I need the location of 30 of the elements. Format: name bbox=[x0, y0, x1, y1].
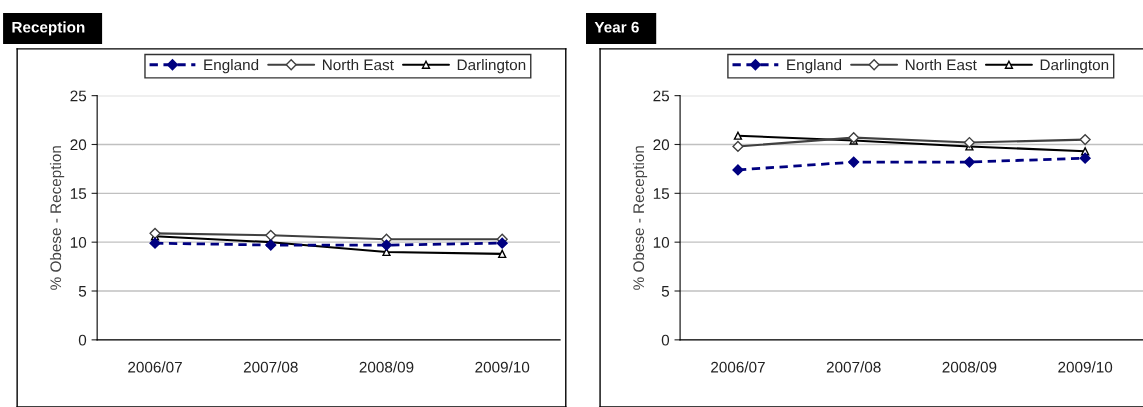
legend-label: England bbox=[787, 59, 842, 74]
x-tick-label: 2007/08 bbox=[243, 361, 298, 373]
legend-label: England bbox=[204, 59, 259, 74]
legend-label: Darlington bbox=[457, 59, 526, 74]
x-tick-label: 2009/10 bbox=[475, 361, 530, 373]
chart-title: Year 6 bbox=[594, 21, 639, 33]
legend-label: Darlington bbox=[1040, 59, 1109, 74]
y-tick-label: 10 bbox=[70, 237, 87, 248]
x-tick-label: 2006/07 bbox=[711, 361, 765, 373]
legend-label: North East bbox=[905, 59, 977, 71]
y-tick-label: 0 bbox=[78, 334, 87, 346]
chart-title: Reception bbox=[12, 21, 85, 36]
legend-label: North East bbox=[322, 59, 394, 71]
y-tick-label: 15 bbox=[70, 188, 87, 200]
x-tick-label: 2008/09 bbox=[942, 361, 997, 373]
x-tick-label: 2008/09 bbox=[359, 361, 414, 373]
y-tick-label: 25 bbox=[653, 90, 670, 102]
y-tick-label: 25 bbox=[70, 90, 87, 102]
x-tick-label: 2009/10 bbox=[1058, 361, 1113, 373]
y-tick-label: 10 bbox=[653, 237, 670, 248]
y-tick-label: 20 bbox=[70, 139, 87, 151]
y-tick-label: 15 bbox=[653, 188, 670, 200]
y-axis-title: % Obese - Reception bbox=[49, 146, 65, 290]
y-tick-label: 5 bbox=[78, 286, 87, 297]
y-axis-title: % Obese - Reception bbox=[632, 146, 648, 290]
y-tick-label: 5 bbox=[661, 286, 670, 297]
x-tick-label: 2007/08 bbox=[826, 361, 881, 373]
x-tick-label: 2006/07 bbox=[128, 361, 182, 373]
y-tick-label: 20 bbox=[653, 139, 670, 151]
y-tick-label: 0 bbox=[661, 334, 670, 346]
